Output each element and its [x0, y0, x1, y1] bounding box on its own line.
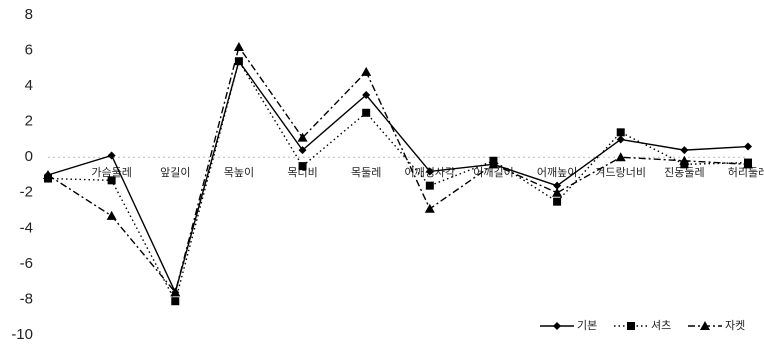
x-tick-label: 목높이 [224, 166, 254, 179]
y-tick-label: 4 [25, 77, 33, 94]
marker [107, 151, 116, 160]
series-line [47, 59, 749, 295]
x-tick-label: 겨드랑너비 [595, 166, 646, 179]
legend-marker [553, 322, 561, 330]
marker [106, 210, 117, 220]
marker [298, 162, 307, 171]
marker [744, 142, 752, 151]
marker [488, 159, 499, 169]
marker [552, 187, 563, 197]
marker [298, 146, 307, 155]
marker [553, 197, 562, 206]
legend-label: 셔츠 [651, 319, 671, 332]
x-tick-label: 어깨높이 [537, 166, 577, 179]
y-tick-label: 2 [25, 113, 33, 130]
y-tick-label: -10 [11, 326, 33, 343]
series-line [47, 45, 749, 294]
legend-label: 기본 [577, 319, 597, 332]
marker [361, 66, 372, 76]
legend-label: 자켓 [725, 319, 745, 332]
marker [424, 203, 435, 213]
x-tick-label: 앞길이 [160, 166, 190, 179]
series-line [47, 59, 749, 304]
y-tick-label: -8 [20, 290, 33, 307]
marker [680, 146, 689, 155]
y-tick-label: 8 [25, 6, 33, 23]
marker [553, 181, 562, 190]
y-tick-label: -2 [20, 184, 33, 201]
marker [362, 91, 371, 99]
marker [297, 132, 308, 142]
x-tick-label: 목너비 [287, 166, 317, 179]
marker [425, 167, 434, 176]
marker [362, 108, 371, 117]
marker [107, 176, 116, 185]
marker [233, 42, 244, 51]
y-tick-label: 0 [25, 148, 33, 165]
marker [170, 287, 181, 297]
y-tick-label: -4 [20, 219, 33, 236]
marker [615, 152, 626, 162]
marker [616, 128, 625, 137]
x-tick-label: 목둘레 [351, 166, 381, 179]
marker [171, 297, 180, 306]
marker [425, 181, 434, 190]
y-tick-label: -6 [20, 255, 33, 272]
legend-marker [700, 321, 710, 330]
marker [43, 170, 53, 179]
legend-marker [627, 322, 635, 330]
x-tick-label: 진동둘레 [664, 166, 704, 179]
marker [743, 159, 753, 169]
x-tick-label: 허리둘레 [728, 166, 764, 179]
marker [616, 135, 625, 144]
marker [234, 57, 243, 66]
marker [679, 155, 690, 165]
y-tick-label: 6 [25, 42, 33, 59]
